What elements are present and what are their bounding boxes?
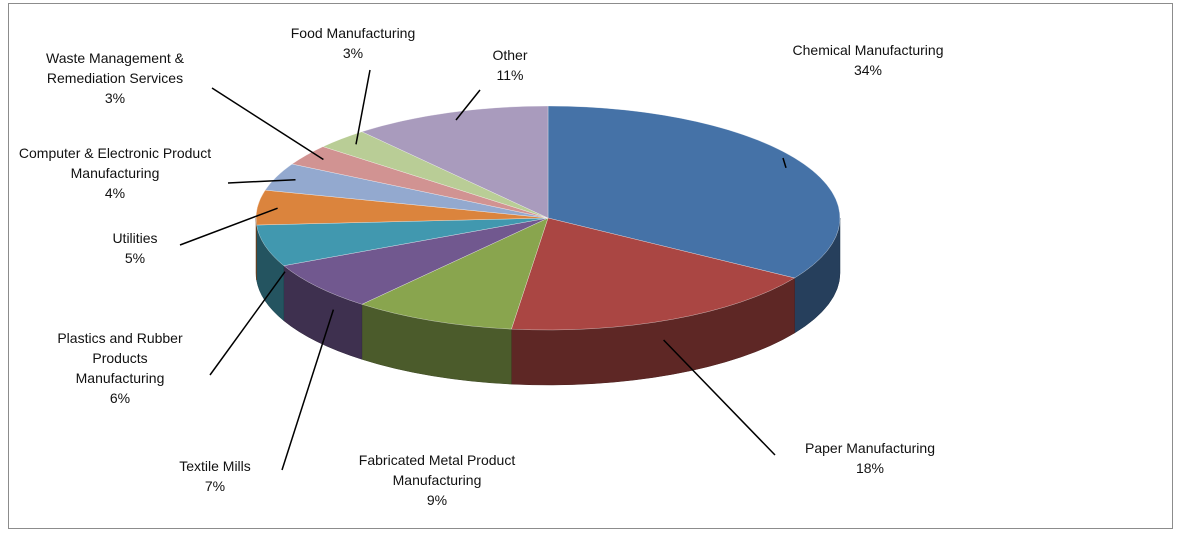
leader-line [209,271,286,376]
leader-line [355,69,371,145]
category-label: Computer & Electronic Product Manufactur… [18,145,212,181]
value-label: 9% [426,492,448,508]
leader-line [663,339,776,456]
leader-line [211,87,324,161]
data-label: Textile Mills 7% [160,456,270,496]
category-label: Chemical Manufacturing [792,42,944,58]
data-label: Other 11% [470,45,550,85]
value-label: 11% [496,67,524,83]
slice [283,217,549,305]
data-label: Plastics and Rubber Products Manufacturi… [50,328,190,408]
data-label: Food Manufacturing 3% [253,23,453,63]
leader-lines [179,69,787,471]
leader-line [782,157,787,169]
data-label: Computer & Electronic Product Manufactur… [10,143,220,203]
leader-line [281,309,335,471]
category-label: Other [492,47,528,63]
data-label: Chemical Manufacturing 34% [748,40,988,80]
value-label: 7% [204,478,226,494]
value-label: 34% [853,62,883,78]
slice [361,217,549,330]
leader-line [179,207,278,246]
category-label: Waste Management & Remediation Services [46,50,184,86]
value-label: 4% [104,185,126,201]
slice [547,105,841,279]
data-label: Waste Management & Remediation Services 3… [15,48,215,108]
category-label: Utilities [112,230,158,246]
slice-sides [255,217,841,386]
leader-line [227,178,296,184]
slice-side [255,217,257,281]
value-label: 6% [109,390,131,406]
slice [511,217,795,331]
slice-tops [255,105,841,331]
category-label: Plastics and Rubber Products Manufacturi… [57,330,183,386]
value-label: 3% [342,45,364,61]
category-label: Fabricated Metal Product Manufacturing [358,452,516,488]
category-label: Textile Mills [179,458,251,474]
data-label: Paper Manufacturing 18% [760,438,980,478]
leader-line [455,89,481,121]
data-label: Utilities 5% [90,228,180,268]
data-label: Fabricated Metal Product Manufacturing 9% [342,450,532,510]
value-label: 5% [124,250,146,266]
slice [361,105,549,219]
category-label: Paper Manufacturing [805,440,935,456]
value-label: 3% [104,90,126,106]
category-label: Food Manufacturing [290,25,416,41]
value-label: 18% [855,460,885,476]
chart-frame [8,3,1173,529]
